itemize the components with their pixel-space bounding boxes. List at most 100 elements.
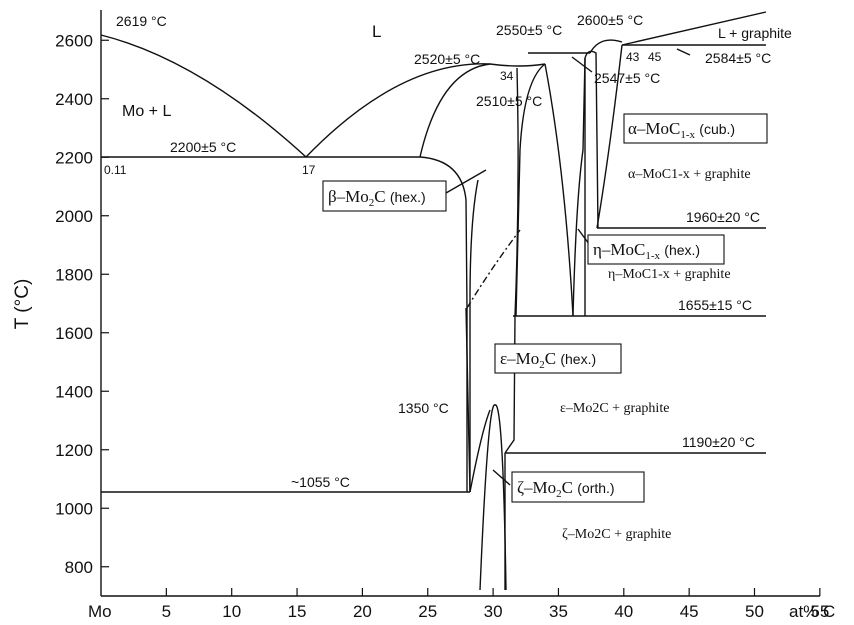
label-1190: 1190±20 °C [682, 434, 755, 450]
eta-sub: 1-x [645, 250, 660, 262]
zeta-note: (orth.) [577, 480, 614, 496]
epsilon-note: (hex.) [560, 351, 596, 367]
phase-box-epsilon: ε–Mo2C (hex.) [494, 343, 622, 374]
phase-box-beta: β–Mo2C (hex.) [322, 180, 447, 212]
x-tick-label: 10 [222, 602, 241, 621]
y-tick-label: 1600 [55, 324, 93, 343]
mo-liquidus [100, 34, 307, 158]
beta-liquidus [419, 63, 491, 158]
region-alpha-graphite: α–MoC1-x + graphite [628, 167, 751, 182]
phase-box-alpha: α–MoC1-x (cub.) [623, 113, 768, 144]
region-zeta-graphite: ζ–Mo2C + graphite [562, 527, 671, 542]
x-tick-label: 25 [418, 602, 437, 621]
y-tick-label: 1000 [55, 499, 93, 518]
zeta-dome [479, 404, 507, 591]
alpha-note: (cub.) [699, 121, 735, 137]
label-43: 43 [626, 50, 640, 64]
zeta-tail: C [562, 478, 573, 497]
label-2520: 2520±5 °C [414, 51, 480, 67]
dashed-boundary [466, 229, 521, 309]
x-tick-label: 35 [549, 602, 568, 621]
beta-mo2c-boundary [419, 156, 468, 492]
y-tick-label: 1800 [55, 265, 93, 284]
label-1960: 1960±20 °C [686, 209, 760, 225]
alpha-left-boundary [584, 50, 599, 229]
leader-zeta [492, 469, 511, 486]
x-tick-label: 20 [353, 602, 372, 621]
svg-text:ε–Mo2C (hex.): ε–Mo2C (hex.) [500, 349, 596, 371]
y-tick-label: 2000 [55, 207, 93, 226]
zeta-inner-left [469, 409, 491, 493]
label-2200: 2200±5 °C [170, 139, 236, 155]
region-liquid: L [372, 22, 381, 41]
x-tick-label: 45 [680, 602, 699, 621]
epsilon-tail: C [545, 349, 556, 368]
svg-text:β–Mo2C (hex.): β–Mo2C (hex.) [328, 187, 426, 209]
label-1350: 1350 °C [398, 400, 449, 416]
alpha-sub: 1-x [680, 129, 695, 141]
y-tick-label: 2600 [55, 31, 93, 50]
phase-box-zeta: ζ–Mo2C (orth.) [511, 471, 645, 503]
region-l-graphite: L + graphite [718, 25, 792, 41]
alpha-cap [589, 39, 623, 54]
beta-tail: C [374, 187, 385, 206]
x-tick-label: 50 [745, 602, 764, 621]
leader-beta [445, 169, 487, 194]
epsilon-sub: 2 [539, 359, 545, 371]
y-tick-label: 800 [65, 558, 93, 577]
region-epsilon-graphite: ε–Mo2C + graphite [560, 401, 669, 416]
label-2510: 2510±5 °C [476, 93, 542, 109]
zeta-sub: 2 [556, 488, 562, 500]
x-tick-label: 40 [614, 602, 633, 621]
x-axis-label: at% C [789, 602, 835, 621]
x-origin-label: Mo [88, 602, 112, 621]
epsilon-symbol: ε–Mo [500, 349, 539, 368]
beta-note: (hex.) [390, 189, 426, 205]
y-tick-label: 1400 [55, 382, 93, 401]
eta-right-boundary [572, 57, 586, 317]
label-2584: 2584±5 °C [705, 50, 771, 66]
beta-sub: 2 [369, 197, 375, 209]
label-17: 17 [302, 163, 316, 177]
x-tick-label: 30 [484, 602, 503, 621]
label-34: 34 [500, 69, 514, 83]
svg-text:η–MoC1-x (hex.): η–MoC1-x (hex.) [593, 240, 700, 262]
label-45: 45 [648, 50, 662, 64]
region-eta-graphite: η–MoC1-x + graphite [608, 267, 731, 282]
epsilon-right-boundary [515, 63, 546, 317]
label-2547: 2547±5 °C [594, 70, 660, 86]
leader-2547 [571, 56, 593, 73]
eta-note: (hex.) [664, 242, 700, 258]
eta-left-boundary [544, 63, 574, 317]
label-011: 0.11 [104, 163, 127, 177]
eta-symbol: η–MoC [593, 240, 645, 259]
label-1655: 1655±15 °C [678, 297, 752, 313]
label-2600: 2600±5 °C [577, 12, 643, 28]
l-liquidus [305, 63, 546, 158]
l-graphite-liquidus [621, 11, 767, 46]
label-1055: ~1055 °C [291, 474, 350, 490]
alpha-right-boundary [596, 44, 623, 229]
x-tick-label: 5 [162, 602, 171, 621]
y-tick-label: 2200 [55, 148, 93, 167]
y-tick-label: 2400 [55, 90, 93, 109]
label-2550: 2550±5 °C [496, 22, 562, 38]
svg-text:ζ–Mo2C (orth.): ζ–Mo2C (orth.) [517, 478, 615, 500]
x-tick-label: 15 [288, 602, 307, 621]
axis-ticks: 5 10 15 20 25 30 35 40 45 50 55 800 1000 1200 1400 1600… [55, 31, 829, 621]
y-tick-label: 1200 [55, 441, 93, 460]
y-axis-label: T (°C) [12, 279, 33, 330]
epsilon-solvus [469, 179, 479, 492]
x-tick-label: 55 [810, 602, 829, 621]
beta-symbol: β–Mo [328, 187, 369, 206]
leader-2584 [676, 48, 691, 56]
svg-text:α–MoC1-x (cub.): α–MoC1-x (cub.) [628, 119, 735, 141]
label-2619: 2619 °C [116, 13, 167, 29]
zeta-symbol: ζ–Mo [517, 478, 556, 497]
region-mo-liquid: Mo + L [122, 103, 171, 120]
phase-box-eta: η–MoC1-x (hex.) [587, 234, 725, 265]
epsilon-left-boundary [504, 67, 519, 454]
alpha-symbol: α–MoC [628, 119, 680, 138]
